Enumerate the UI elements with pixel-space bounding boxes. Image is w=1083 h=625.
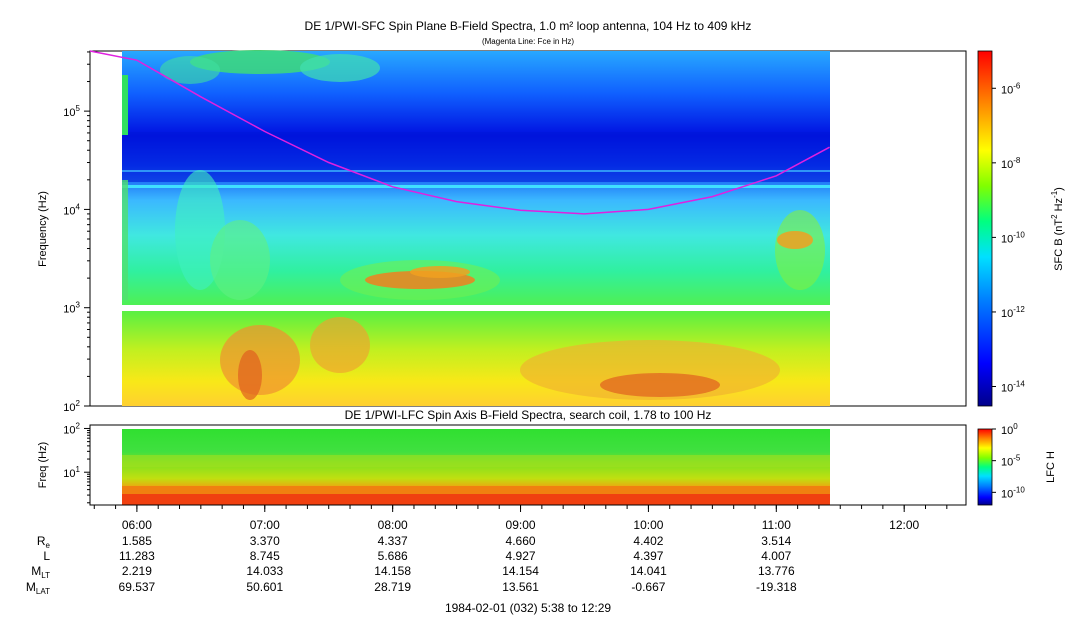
- sfc-y-tick-label: 104: [63, 202, 80, 217]
- ephemeris-value: 13.561: [502, 580, 539, 594]
- ephemeris-value: 14.033: [246, 564, 283, 578]
- sfc-y-axis: 102 103 104 105: [63, 51, 90, 414]
- sfc-emission-features: [122, 50, 830, 400]
- date-caption: 1984-02-01 (032) 5:38 to 12:29: [445, 601, 611, 615]
- sfc-green-emission: [210, 220, 270, 300]
- sfc-green-emission: [160, 56, 220, 84]
- fce-magenta-line: [89, 50, 830, 215]
- lfc-colorbar-tick-label: 100: [1001, 422, 1018, 437]
- lfc-colorbar-label: LFC H: [1045, 451, 1057, 483]
- sfc-colorbar-label: SFC B (nT2 Hz-1): [1050, 187, 1065, 271]
- sfc-red-emission: [600, 373, 720, 397]
- ephemeris-value: 11.283: [119, 549, 155, 563]
- lfc-yellowgreen-band: [122, 455, 830, 467]
- sfc-spectrogram-panel: 102 103 104 105 Frequency (Hz): [37, 50, 967, 414]
- sfc-y-tick-label: 102: [63, 399, 80, 414]
- time-axis: 06:00 07:00 08:00 09:00 10:00 11:00 12:00: [90, 504, 966, 532]
- sfc-y-tick-label: 105: [63, 104, 80, 119]
- ephemeris-value: 3.514: [761, 534, 791, 548]
- sfc-edge-strip: [122, 180, 128, 300]
- sfc-horizontal-line: [122, 185, 830, 188]
- sfc-colorbar-tick-label: 10-8: [1001, 156, 1021, 171]
- time-tick-label: 07:00: [250, 518, 280, 532]
- sfc-colorbar-ticks: 10-6 10-8 10-10 10-12 10-14: [992, 81, 1025, 395]
- lfc-red-band: [122, 494, 830, 505]
- sfc-colorbar: 10-6 10-8 10-10 10-12 10-14 SFC B (nT2 Hz-1): [977, 50, 1065, 407]
- ephemeris-value: 50.601: [246, 580, 283, 594]
- ephemeris-value: 3.370: [250, 534, 280, 548]
- ephemeris-value: 4.397: [633, 549, 663, 563]
- sfc-data-gap: [122, 305, 830, 311]
- sfc-colorbar-tick-label: 10-10: [1001, 230, 1025, 245]
- time-tick-label: 08:00: [378, 518, 408, 532]
- time-tick-label: 09:00: [506, 518, 536, 532]
- ephemeris-value: 2.219: [122, 564, 152, 578]
- ephemeris-value: 14.154: [502, 564, 539, 578]
- lfc-colorbar-ticks: 100 10-5 10-10: [992, 422, 1025, 500]
- time-tick-label: 11:00: [762, 518, 791, 532]
- ephemeris-value: 14.158: [374, 564, 411, 578]
- lfc-colorbar-fill: [977, 428, 993, 506]
- time-tick-label: 06:00: [122, 518, 152, 532]
- lfc-colorbar-tick-label: 10-10: [1001, 485, 1025, 500]
- ephemeris-row-label: Re: [37, 534, 51, 550]
- chart-title: DE 1/PWI-SFC Spin Plane B-Field Spectra,…: [305, 19, 752, 33]
- lfc-panel-title: DE 1/PWI-LFC Spin Axis B-Field Spectra, …: [345, 408, 712, 422]
- lfc-orange-band: [122, 486, 830, 494]
- sfc-colorbar-tick-label: 10-6: [1001, 81, 1021, 96]
- ephemeris-row-label: L: [43, 549, 50, 563]
- sfc-orange-emission: [310, 317, 370, 373]
- lfc-spectrogram-panel: 101 102 Freq (Hz): [37, 421, 967, 506]
- time-tick-label: 12:00: [889, 518, 919, 532]
- sfc-green-emission: [190, 50, 330, 74]
- ephemeris-row-label: MLT: [31, 564, 50, 580]
- lfc-bands: [122, 455, 830, 505]
- sfc-colorbar-tick-label: 10-12: [1001, 305, 1025, 320]
- sfc-blue-band: [122, 132, 830, 182]
- ephemeris-row-label: MLAT: [26, 580, 50, 596]
- sfc-green-emission: [775, 210, 825, 290]
- lfc-colorbar-tick-label: 10-5: [1001, 454, 1021, 469]
- lfc-y-axis: 101 102: [63, 421, 90, 504]
- ephemeris-table: Re 1.585 3.370 4.337 4.660 4.402 3.514 L 11.283 8…: [26, 534, 797, 596]
- ephemeris-value: -0.667: [631, 580, 665, 594]
- ephemeris-value: 4.402: [633, 534, 663, 548]
- ephemeris-value: 14.041: [630, 564, 667, 578]
- ephemeris-value: 5.686: [378, 549, 408, 563]
- chart-subtitle: (Magenta Line: Fce in Hz): [482, 37, 574, 46]
- lfc-colorbar: 100 10-5 10-10 LFC H: [977, 422, 1057, 506]
- ephemeris-value: 8.745: [250, 549, 280, 563]
- sfc-red-emission: [238, 350, 262, 400]
- lfc-y-axis-label: Freq (Hz): [37, 442, 49, 488]
- lfc-y-tick-label: 102: [63, 421, 80, 436]
- sfc-y-axis-label: Frequency (Hz): [37, 191, 49, 267]
- ephemeris-value: 4.007: [761, 549, 791, 563]
- ephemeris-value: 4.660: [506, 534, 536, 548]
- ephemeris-value: 4.337: [378, 534, 408, 548]
- sfc-green-emission: [300, 54, 380, 82]
- ephemeris-value: 13.776: [758, 564, 795, 578]
- lfc-y-tick-label: 101: [63, 465, 80, 480]
- sfc-horizontal-line: [122, 170, 830, 172]
- ephemeris-value: -19.318: [756, 580, 797, 594]
- sfc-orange-emission: [777, 231, 813, 249]
- sfc-edge-strip: [122, 75, 128, 135]
- ephemeris-value: 28.719: [374, 580, 411, 594]
- time-tick-label: 10:00: [633, 518, 663, 532]
- sfc-y-tick-label: 103: [63, 301, 80, 316]
- ephemeris-value: 1.585: [122, 534, 152, 548]
- sfc-orange-emission: [410, 266, 470, 278]
- ephemeris-value: 4.927: [506, 549, 536, 563]
- sfc-colorbar-tick-label: 10-14: [1001, 380, 1025, 395]
- sfc-colorbar-fill: [977, 50, 993, 407]
- ephemeris-value: 69.537: [119, 580, 156, 594]
